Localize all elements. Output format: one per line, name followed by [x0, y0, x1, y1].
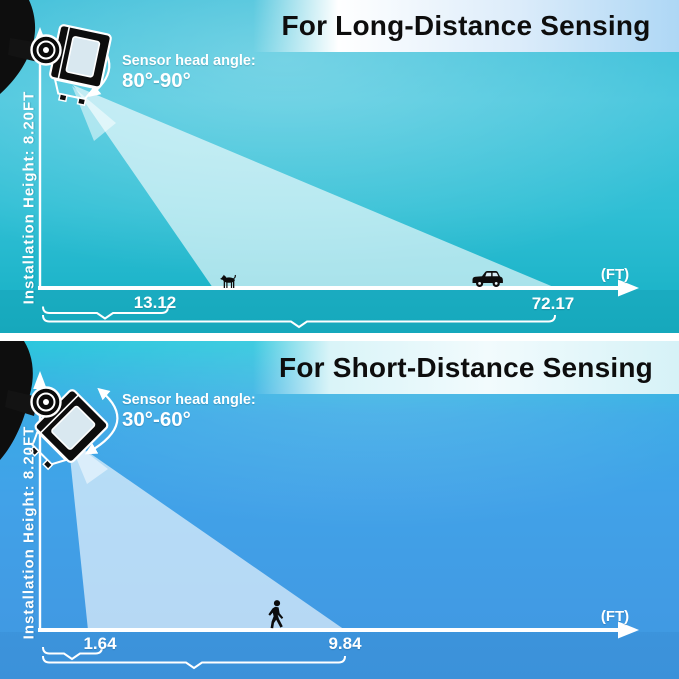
sensor-head-angle: 30°-60°	[122, 408, 191, 431]
far-distance-value: 9.84	[328, 634, 362, 653]
installation-height-label: Installation Height: 8.20FT	[20, 425, 38, 640]
sensor-head-angle: 80°-90°	[122, 69, 191, 92]
installation-height-label: Installation Height: 8.20FT	[20, 90, 38, 305]
title-long-distance: For Long-Distance Sensing	[253, 0, 679, 52]
axis-unit-label: (FT)	[600, 266, 630, 283]
axis-unit-label: (FT)	[600, 608, 630, 625]
near-distance-value: 13.12	[133, 293, 177, 312]
panel-divider	[0, 333, 679, 341]
near-distance-value: 1.64	[83, 634, 117, 653]
title-short-distance: For Short-Distance Sensing	[253, 341, 679, 394]
far-distance-value: 72.17	[531, 294, 575, 313]
sensor-head-caption: Sensor head angle:	[122, 392, 256, 408]
sensor-head-caption: Sensor head angle:	[122, 53, 256, 69]
